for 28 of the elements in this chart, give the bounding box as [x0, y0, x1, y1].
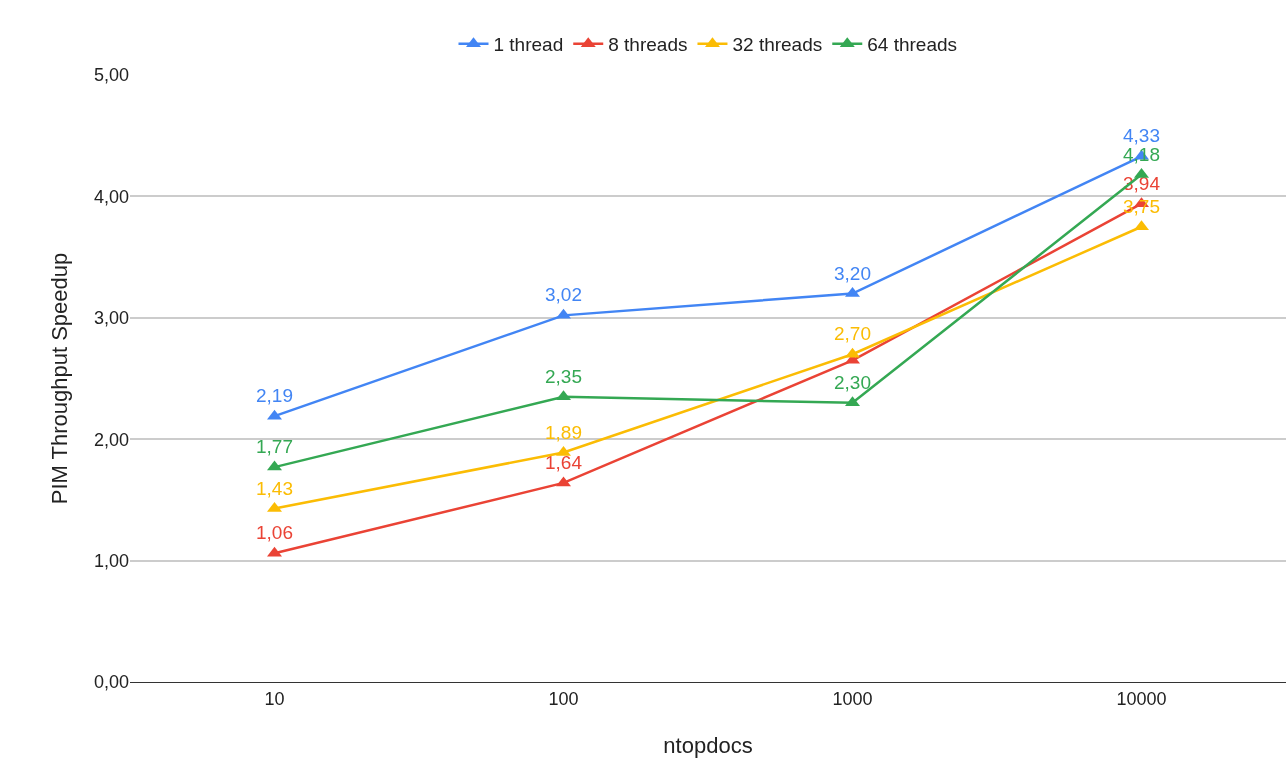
legend-label: 32 threads [732, 34, 823, 56]
y-tick-label: 5,00 [93, 65, 129, 86]
data-label: 2,30 [834, 371, 871, 393]
legend-label: 1 thread [493, 34, 564, 56]
y-tick-label: 0,00 [93, 672, 129, 693]
y-tick-label: 2,00 [93, 429, 129, 450]
data-label: 3,20 [834, 262, 871, 284]
data-label: 1,89 [545, 421, 582, 443]
data-label: 2,19 [256, 385, 293, 407]
data-label: 4,33 [1123, 125, 1160, 147]
x-tick-label: 10 [264, 688, 285, 709]
legend-label: 64 threads [867, 34, 958, 56]
data-label: 1,64 [545, 452, 583, 474]
y-axis-title: PIM Throughput Speedup [46, 252, 72, 505]
data-label: 2,35 [545, 365, 582, 387]
x-tick-label: 10000 [1116, 688, 1167, 709]
legend-label: 8 threads [608, 34, 688, 56]
y-tick-label: 3,00 [93, 308, 129, 329]
data-label: 1,77 [256, 436, 293, 458]
data-label: 1,06 [256, 522, 293, 544]
x-tick-label: 1000 [832, 688, 873, 709]
data-label: 3,02 [545, 284, 582, 306]
data-label: 1,43 [256, 477, 293, 499]
x-axis-title: ntopdocs [663, 733, 753, 759]
data-label: 2,70 [834, 323, 871, 345]
y-tick-label: 4,00 [93, 186, 129, 207]
y-tick-label: 1,00 [93, 550, 129, 571]
x-tick-label: 100 [548, 688, 579, 709]
